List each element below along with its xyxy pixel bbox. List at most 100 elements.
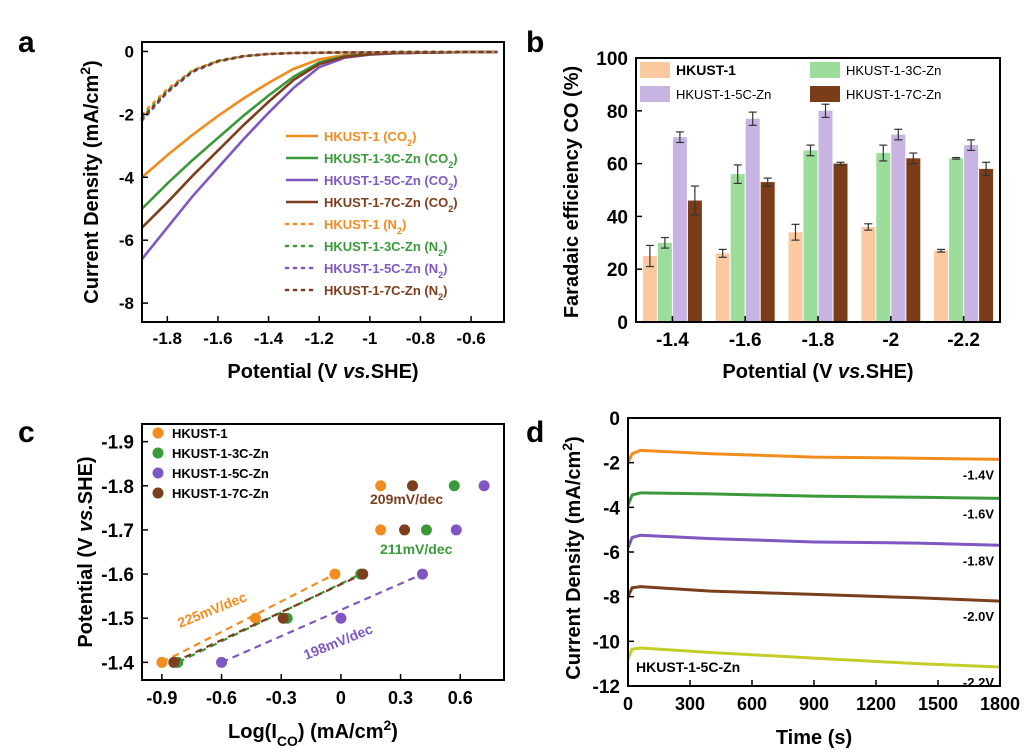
series-line-a-7 — [140, 50, 498, 121]
x-tick-label-a: -1 — [362, 329, 377, 348]
x-tick-label-c: 0 — [336, 688, 346, 708]
point-c-2-4 — [478, 480, 490, 492]
legend-marker-c — [152, 447, 164, 459]
point-c-2-3 — [450, 524, 462, 536]
y-tick-label-d: -10 — [593, 632, 620, 653]
y-tick-label-b: 80 — [607, 102, 628, 123]
y-tick-label-b: 100 — [596, 49, 628, 70]
y-tick-label-d: -12 — [593, 677, 620, 698]
legend-marker-c — [152, 427, 164, 439]
y-tick-label-c: -1.6 — [101, 565, 134, 586]
legend-marker-c — [152, 467, 164, 479]
legend-label-c: HKUST-1-7C-Zn — [172, 486, 269, 501]
legend-label-b: HKUST-1-3C-Zn — [846, 63, 941, 78]
panel-label-d: d — [526, 416, 544, 449]
series-label-d: -1.4V — [963, 467, 994, 482]
x-tick-label-a: -1.2 — [305, 329, 334, 348]
plot-frame-b — [635, 57, 1001, 323]
x-tick-label-b: -1.6 — [729, 330, 762, 351]
y-tick-label-a: 0 — [125, 42, 134, 61]
x-tick-label-b: -1.8 — [802, 330, 835, 351]
bar-2-2 — [818, 110, 833, 322]
y-tick-label-b: 60 — [607, 155, 628, 176]
series-label-d: -1.6V — [963, 506, 994, 521]
y-tick-label-d: 0 — [609, 409, 620, 430]
x-tick-label-c: -0.9 — [146, 688, 177, 708]
bar-4-1 — [949, 158, 964, 322]
bar-0-1 — [657, 242, 672, 322]
point-c-0-2 — [329, 568, 341, 580]
x-axis-label-d: Time (s) — [776, 727, 852, 749]
legend-label-a: HKUST-1-5C-Zn (N2) — [324, 261, 448, 280]
point-c-0-0 — [156, 656, 168, 668]
panel-label-b: b — [526, 26, 544, 59]
bar-0-2 — [672, 137, 687, 322]
x-tick-label-d: 600 — [737, 694, 767, 714]
x-axis-label-b: Potential (V vs.SHE) — [722, 361, 913, 383]
bar-4-2 — [964, 145, 979, 322]
bar-4-0 — [934, 250, 949, 322]
y-tick-label-d: -8 — [603, 588, 620, 609]
legend-label-a: HKUST-1-7C-Zn (N2) — [324, 283, 448, 302]
x-tick-label-c: 0.6 — [448, 688, 473, 708]
point-c-3-1 — [277, 612, 289, 624]
series-line-a-4 — [140, 50, 498, 116]
y-axis-label-a: Current Density (mA/cm2) — [77, 60, 103, 303]
legend-swatch-b — [640, 62, 670, 78]
x-tick-label-d: 0 — [623, 694, 633, 714]
point-c-3-2 — [357, 568, 369, 580]
legend-label-a: HKUST-1-5C-Zn (CO2) — [324, 173, 458, 192]
series-line-d-1 — [626, 491, 1001, 506]
series-line-d-2 — [626, 533, 1001, 549]
legend-swatch-b — [640, 86, 670, 102]
point-c-2-1 — [335, 612, 347, 624]
annotation-d: HKUST-1-5C-Zn — [636, 659, 740, 675]
y-tick-label-a: -6 — [119, 231, 134, 250]
legend-label-c: HKUST-1-5C-Zn — [172, 466, 269, 481]
bar-3-2 — [891, 134, 906, 322]
fit-line-c-3 — [173, 573, 364, 664]
legend-marker-c — [152, 487, 164, 499]
legend-label-c: HKUST-1 — [172, 426, 228, 441]
x-tick-label-c: 0.3 — [388, 688, 413, 708]
slope-label-c: 198mV/dec — [301, 620, 375, 662]
fit-line-c-0 — [161, 573, 336, 664]
series-label-d: -2.2V — [963, 675, 994, 690]
legend-label-b: HKUST-1-5C-Zn — [676, 87, 771, 102]
series-label-d: -2.0V — [963, 609, 994, 624]
y-tick-label-c: -1.5 — [101, 609, 134, 630]
legend-label-a: HKUST-1-3C-Zn (N2) — [324, 239, 448, 258]
y-tick-label-d: -4 — [603, 498, 620, 519]
point-c-3-4 — [407, 480, 419, 492]
series-line-d-4 — [626, 646, 1001, 669]
point-c-0-4 — [375, 480, 387, 492]
series-line-d-3 — [626, 585, 1001, 603]
legend-swatch-b — [810, 62, 840, 78]
fit-line-c-2 — [221, 573, 423, 664]
y-tick-label-a: -4 — [119, 168, 135, 187]
legend-label-c: HKUST-1-3C-Zn — [172, 446, 269, 461]
plot-frame-a — [141, 41, 505, 323]
y-tick-label-c: -1.4 — [101, 653, 134, 674]
x-tick-label-a: -1.4 — [254, 329, 284, 348]
x-tick-label-d: 1800 — [980, 694, 1020, 714]
y-tick-label-b: 40 — [607, 207, 628, 228]
y-tick-label-a: -8 — [119, 294, 134, 313]
bar-3-3 — [906, 158, 921, 322]
legend-label-b: HKUST-1 — [676, 62, 736, 78]
slope-label-c: 211mV/dec — [380, 541, 453, 557]
y-tick-label-d: -2 — [603, 454, 620, 475]
bar-3-1 — [876, 153, 891, 322]
legend-label-a: HKUST-1-7C-Zn (CO2) — [324, 195, 458, 214]
y-axis-label-b: Faradaic efficiency CO (%) — [561, 66, 583, 318]
x-tick-label-a: -1.8 — [153, 329, 182, 348]
x-tick-label-c: -0.3 — [266, 688, 297, 708]
x-tick-label-b: -1.4 — [656, 330, 689, 351]
bar-4-3 — [979, 168, 994, 322]
legend-label-a: HKUST-1 (N2) — [324, 217, 406, 236]
slope-label-c: 209mV/dec — [370, 491, 443, 507]
x-tick-label-d: 900 — [799, 694, 829, 714]
bar-1-3 — [760, 182, 775, 322]
y-tick-label-b: 20 — [607, 260, 628, 281]
